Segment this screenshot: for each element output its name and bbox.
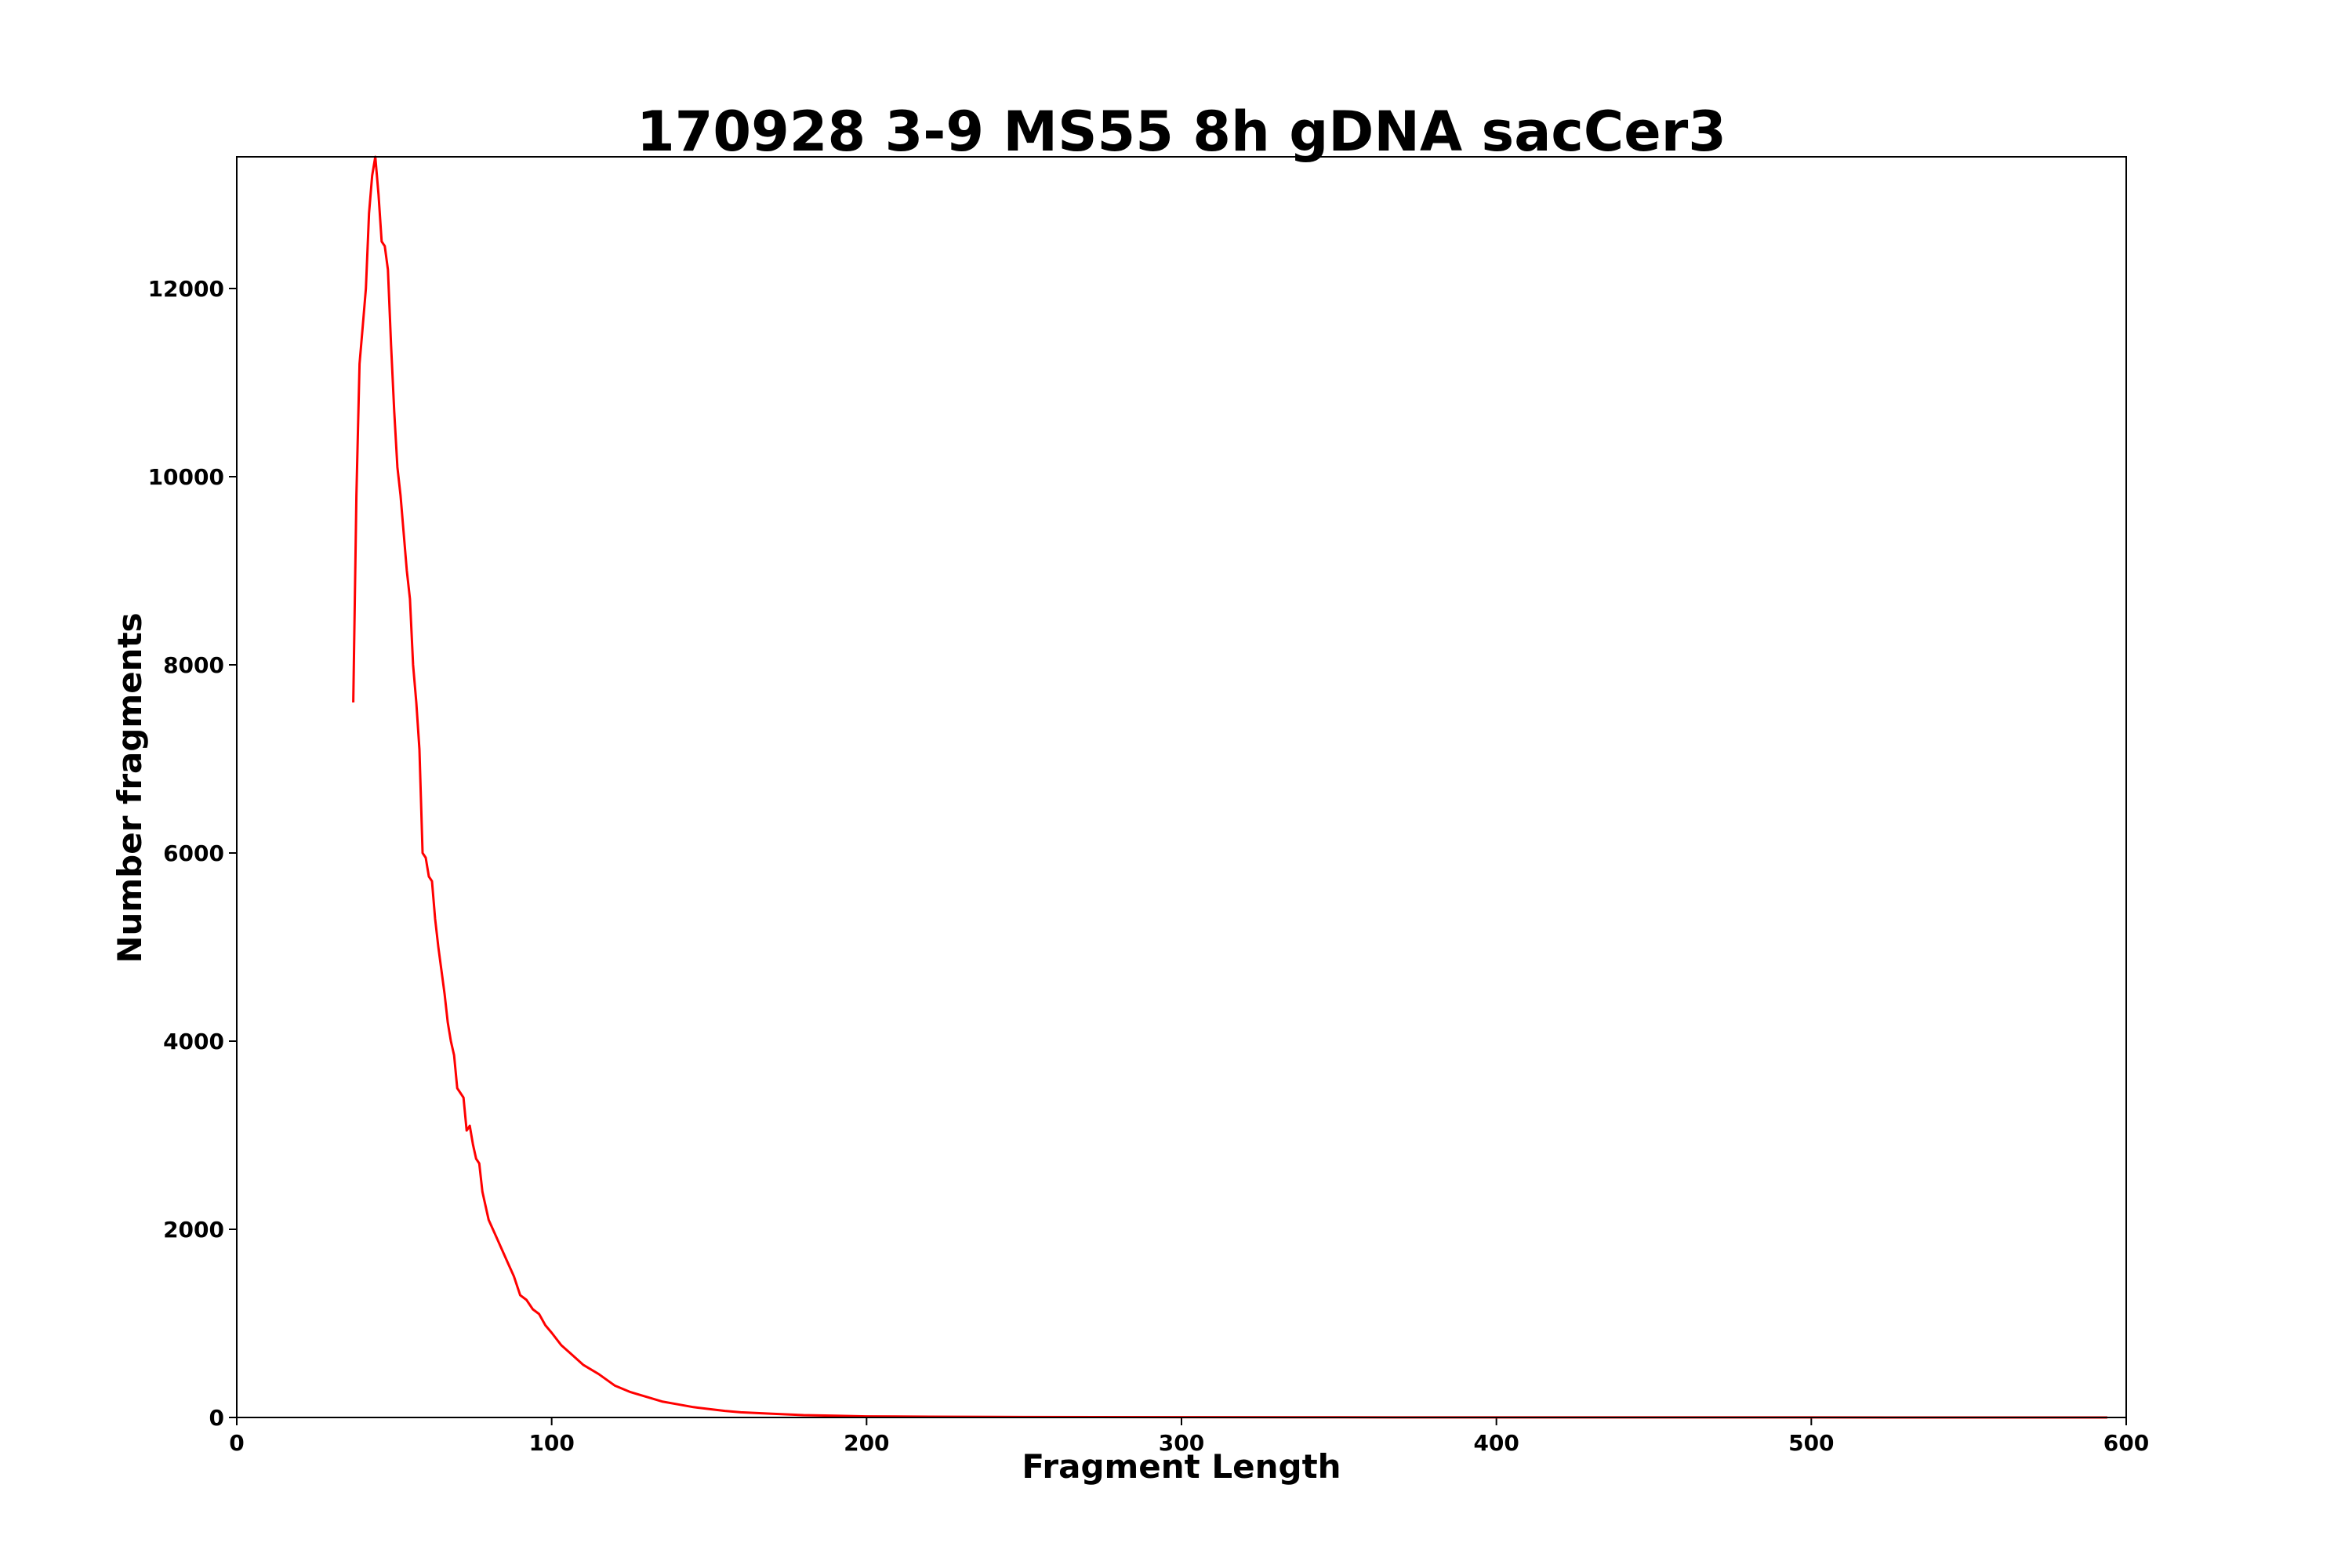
- y-tick-label: 2000: [163, 1217, 224, 1243]
- plot-frame: [236, 156, 2127, 1418]
- x-tick-label: 100: [528, 1430, 574, 1456]
- x-tick-label: 0: [229, 1430, 244, 1456]
- y-tick-label: 12000: [148, 276, 224, 302]
- x-axis-ticks: 0 100 200 300 400 500 600: [229, 1417, 2149, 1456]
- x-tick-label: 400: [1473, 1430, 1519, 1456]
- x-tick-label: 300: [1159, 1430, 1204, 1456]
- x-tick-label: 200: [844, 1430, 889, 1456]
- y-axis-ticks: 0 2000 4000 6000 8000 10000 12000: [148, 276, 237, 1431]
- y-tick-label: 0: [209, 1405, 224, 1431]
- y-tick-label: 8000: [163, 652, 224, 678]
- data-series: [352, 155, 2107, 1419]
- x-axis-label: Fragment Length: [1022, 1447, 1341, 1486]
- y-axis-label: Number fragments: [111, 612, 149, 963]
- chart-title: 170928 3-9 MS55 8h gDNA sacCer3: [637, 100, 1726, 164]
- x-tick-label: 600: [2103, 1430, 2149, 1456]
- series-line: [352, 155, 2107, 1419]
- y-tick-label: 4000: [163, 1029, 224, 1054]
- x-tick-label: 500: [1788, 1430, 1834, 1456]
- y-tick-label: 10000: [148, 464, 224, 490]
- y-tick-label: 6000: [163, 840, 224, 866]
